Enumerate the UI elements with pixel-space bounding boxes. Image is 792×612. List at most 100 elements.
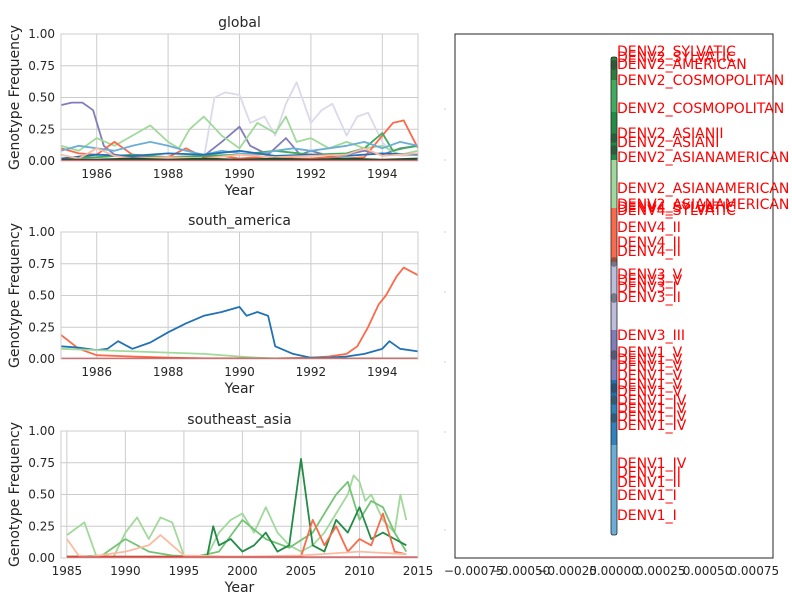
tip-marker bbox=[610, 350, 618, 360]
series-line bbox=[61, 81, 419, 160]
tip-label: DENV4_II bbox=[617, 220, 681, 236]
y-tick-dot bbox=[444, 431, 446, 433]
global-panel: 1986 1988 1990 1992 1994 0.00 0.25 0.50 0.75 1.00… bbox=[7, 15, 419, 199]
tip-label: DENV4_II bbox=[617, 235, 681, 251]
x-tick-label: 0.00025 bbox=[636, 564, 686, 578]
tip-label: DENV3_V bbox=[617, 267, 683, 283]
y-axis-label: Genotype Frequency bbox=[7, 422, 23, 567]
x-tick-label: 2005 bbox=[286, 564, 317, 578]
y-axis-label: Genotype Frequency bbox=[7, 223, 23, 368]
tip-marker bbox=[610, 395, 618, 405]
y-tick-dot bbox=[444, 108, 446, 110]
south-america-panel: 1986 1988 1990 1992 1994 0.00 0.25 0.50 0.75 1.00… bbox=[7, 213, 419, 397]
series-line bbox=[60, 101, 419, 159]
tip-marker bbox=[610, 293, 618, 303]
tip-marker bbox=[610, 413, 618, 423]
chart-title: southeast_asia bbox=[187, 412, 291, 428]
y-tick-dot bbox=[444, 529, 446, 531]
x-tick-label: −0.00025 bbox=[537, 564, 597, 578]
tip-label: DENV1_V bbox=[617, 352, 683, 368]
y-tick-dot bbox=[444, 361, 446, 363]
tip-label: DENV1_V bbox=[617, 384, 683, 400]
tip-label: DENV1_V bbox=[617, 377, 683, 393]
tip-label: DENV1_II bbox=[617, 465, 681, 481]
x-tick-label: 0.00000 bbox=[589, 564, 639, 578]
series-line bbox=[66, 480, 408, 558]
y-tick-label: 0.50 bbox=[28, 289, 55, 303]
x-tick-label: −0.00075 bbox=[444, 564, 504, 578]
x-tick-label: 1986 bbox=[81, 167, 112, 181]
x-tick-label: 1986 bbox=[81, 365, 112, 379]
y-tick-label: 0.00 bbox=[28, 352, 55, 366]
tip-label: DENV1_II bbox=[617, 475, 681, 491]
x-tick-label: 1994 bbox=[367, 365, 398, 379]
tip-marker-band bbox=[611, 208, 617, 262]
x-tick-label: 1990 bbox=[224, 167, 255, 181]
tip-label: DENV3_I bbox=[617, 280, 677, 296]
x-axis-label: Year bbox=[224, 381, 255, 397]
tip-marker bbox=[610, 383, 618, 393]
y-tick-label: 0.00 bbox=[28, 154, 55, 168]
tip-marker bbox=[610, 257, 618, 267]
series-line bbox=[66, 457, 407, 558]
tip-label: DENV1_IV bbox=[617, 401, 687, 417]
plot-frame bbox=[60, 231, 419, 360]
x-axis-label: Year bbox=[224, 580, 255, 596]
tip-label: DENV1_IV bbox=[617, 456, 687, 472]
y-axis-label: Genotype Frequency bbox=[7, 25, 23, 170]
x-tick-label: 2015 bbox=[403, 564, 434, 578]
x-tick-label: −0.00050 bbox=[491, 564, 551, 578]
y-tick-dot bbox=[444, 291, 446, 293]
x-tick-label: 1995 bbox=[169, 564, 200, 578]
tip-label: DENV1_I bbox=[617, 488, 677, 504]
y-tick-label: 0.50 bbox=[28, 91, 55, 105]
y-tick-label: 1.00 bbox=[28, 225, 55, 239]
tip-label: DENV2_SYLVATIC bbox=[617, 44, 736, 60]
y-tick-label: 0.25 bbox=[28, 519, 55, 533]
x-tick-label: 1990 bbox=[110, 564, 141, 578]
y-tick-dot bbox=[444, 159, 446, 161]
tip-marker bbox=[610, 145, 618, 155]
series-line bbox=[60, 140, 419, 156]
tip-label: DENV1_IV bbox=[617, 393, 687, 409]
chart-title: south_america bbox=[188, 213, 291, 229]
y-tick-label: 1.00 bbox=[28, 424, 55, 438]
y-tick-label: 0.75 bbox=[28, 59, 55, 73]
tip-label: DENV2_SYLVATIC bbox=[617, 50, 736, 66]
tip-label: DENV2_ASIANAMERICAN bbox=[617, 181, 789, 197]
x-tick-label: 1988 bbox=[153, 365, 184, 379]
y-tick-label: 0.50 bbox=[28, 488, 55, 502]
tip-marker-band bbox=[611, 445, 617, 535]
tip-label: DENV2_ASIANAMERICAN bbox=[617, 197, 789, 213]
y-tick-label: 0.75 bbox=[28, 257, 55, 271]
tip-label: DENV2_ASIANAMERICAN bbox=[617, 150, 789, 166]
x-axis-label: Year bbox=[224, 183, 255, 199]
tip-label: DENV3_II bbox=[617, 290, 681, 306]
tip-label: DENV1_V bbox=[617, 368, 683, 384]
tree-panel: DENV2_SYLVATICDENV2_SYLVATICDENV2_AMERIC… bbox=[444, 33, 789, 578]
plot-frame bbox=[60, 33, 419, 162]
x-tick-label: 1994 bbox=[367, 167, 398, 181]
series-line bbox=[60, 147, 419, 160]
chart-title: global bbox=[218, 15, 261, 31]
y-tick-dot bbox=[444, 231, 446, 233]
x-tick-label: 1990 bbox=[224, 365, 255, 379]
tip-label: DENV1_IV bbox=[617, 409, 687, 425]
tip-label: DENV3_V bbox=[617, 273, 683, 289]
x-tick-label: 2000 bbox=[227, 564, 258, 578]
series-line bbox=[60, 149, 419, 160]
tip-marker bbox=[610, 133, 618, 143]
x-tick-label: 2010 bbox=[344, 564, 375, 578]
y-tick-label: 0.75 bbox=[28, 456, 55, 470]
tip-label: DENV2_COSMOPOLITAN bbox=[617, 73, 784, 89]
tip-label: DENV1_V bbox=[617, 359, 683, 375]
x-tick-label: 1985 bbox=[52, 564, 83, 578]
tip-label: DENV4_II bbox=[617, 244, 681, 260]
tip-label: DENV2_ASIANII bbox=[617, 126, 723, 142]
tip-marker bbox=[610, 60, 618, 70]
x-tick-label: 1992 bbox=[296, 167, 327, 181]
series-line bbox=[66, 474, 408, 558]
series-line bbox=[60, 305, 419, 359]
x-tick-label: 0.00075 bbox=[729, 564, 779, 578]
